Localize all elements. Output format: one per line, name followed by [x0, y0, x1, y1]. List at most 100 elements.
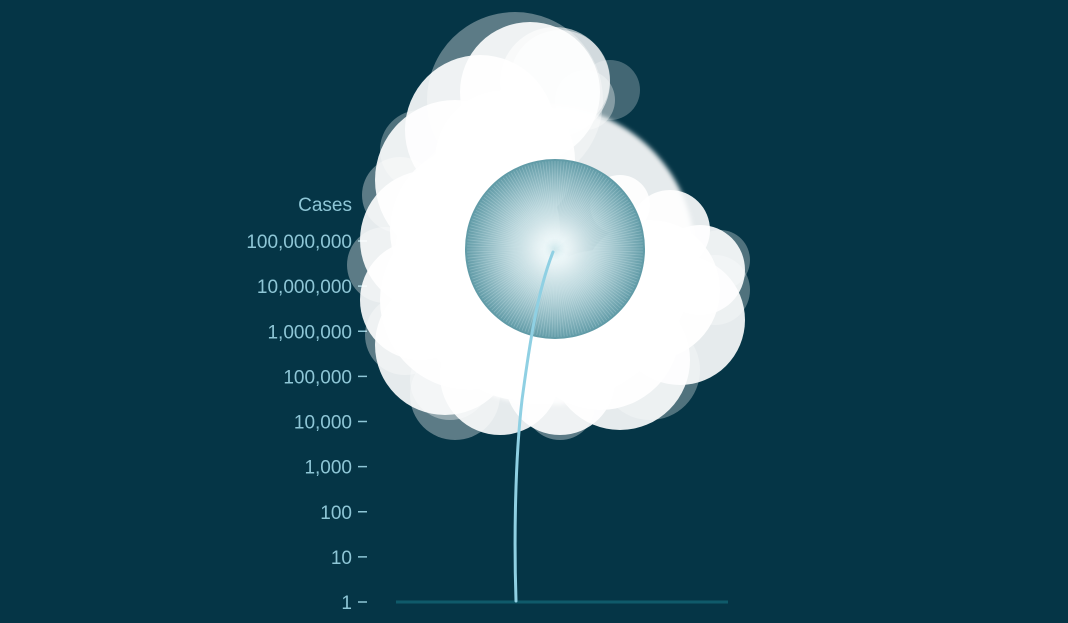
seed-ray [510, 172, 556, 250]
seed-ray [467, 248, 556, 259]
seed-ray [500, 248, 556, 319]
seed-ray [554, 165, 583, 250]
seed-ray [467, 242, 556, 250]
seed-ray [554, 192, 623, 250]
seed-ray [554, 248, 640, 274]
seed-ray [513, 171, 556, 250]
seed-ray [554, 248, 577, 335]
seed-ray [554, 175, 605, 250]
seed-ray [554, 248, 597, 327]
seed-ray [554, 164, 580, 250]
seed-ray [554, 172, 600, 250]
seed-ray [554, 248, 621, 309]
seed-ray [554, 248, 617, 313]
seed-ray [554, 207, 633, 250]
seed-head [465, 159, 645, 339]
seed-ray [554, 248, 629, 299]
seed-ray [493, 185, 556, 250]
seed-ray [545, 248, 556, 337]
seed-ray [473, 215, 556, 250]
seed-ray [495, 183, 556, 250]
seed-ray [554, 248, 641, 271]
seed-ray [521, 167, 556, 250]
seed-ray [551, 248, 556, 337]
seed-ray [554, 199, 629, 250]
seed-ray [554, 248, 594, 329]
seed-ray [554, 161, 568, 250]
seed-ray [491, 248, 556, 311]
seed-ray [554, 248, 612, 317]
seed-ray [554, 161, 559, 250]
seed-ray [554, 210, 635, 250]
seed-ray [554, 212, 636, 250]
seed-ray [554, 248, 605, 323]
seed-ray [554, 162, 571, 250]
seed-ray [545, 161, 556, 250]
y-tick-label: 100,000,000 [246, 232, 352, 253]
seed-ray [542, 248, 556, 337]
seed-ray [554, 204, 632, 250]
seed-ray [554, 248, 638, 280]
seed-ray [554, 248, 627, 302]
seed-ray [554, 245, 643, 250]
y-tick-label: 10,000 [294, 413, 352, 434]
seed-ray [468, 230, 556, 250]
seed-ray [502, 177, 556, 250]
seed-ray [477, 248, 556, 291]
seed-ray [554, 248, 600, 326]
seed-ray [554, 233, 642, 250]
seed-ray [478, 204, 556, 250]
seed-ray [554, 183, 615, 250]
seed-ray [468, 233, 556, 250]
seed-ray [554, 248, 633, 291]
seed-ray [527, 165, 556, 250]
y-tick-label: 10,000,000 [257, 277, 352, 298]
seed-ray [554, 163, 577, 250]
seed-ray [554, 174, 602, 250]
seed-ray [467, 248, 556, 262]
seed-ray [480, 202, 556, 250]
seed-ray [554, 224, 640, 250]
seed-ray [467, 239, 556, 250]
seed-ray [533, 248, 556, 335]
seed-ray [554, 171, 597, 250]
y-tick-label: 10 [331, 548, 352, 569]
seed-ray [554, 177, 608, 250]
seed-ray [539, 162, 556, 250]
seed-ray [481, 248, 556, 299]
seed-ray [554, 181, 612, 250]
seed-ray [554, 248, 568, 337]
seed-ray [554, 189, 621, 250]
seed-ray [554, 248, 610, 319]
bloom-blob [690, 230, 750, 290]
seed-ray [471, 221, 556, 250]
seed-ray [500, 179, 556, 250]
seed-ray [473, 248, 556, 283]
seed-ray [554, 248, 580, 334]
seed-ray [498, 248, 556, 317]
seed-ray [475, 210, 556, 250]
seed-ray [554, 248, 636, 286]
seed-ray [468, 248, 556, 265]
seed-ray [495, 248, 556, 315]
seed-ray [554, 168, 592, 250]
seed-ray [554, 230, 642, 250]
seed-ray [554, 248, 623, 306]
seed-ray [554, 248, 643, 253]
seed-ray [469, 227, 556, 250]
seed-ray [467, 248, 556, 256]
y-tick-label: 100 [320, 503, 352, 524]
seed-ray [554, 166, 586, 250]
seed-ray [554, 248, 562, 337]
seed-ray [554, 202, 630, 250]
seed-ray [554, 248, 632, 294]
y-axis-title: Cases [298, 195, 352, 216]
seed-ray [554, 242, 643, 250]
seed-ray [485, 194, 556, 250]
seed-ray [474, 212, 556, 250]
y-axis: Cases 1 10 100 1,000 10,000 100,000 1,000,000 1… [246, 195, 367, 614]
seed-ray [475, 248, 556, 288]
seed-ray [470, 248, 556, 274]
seed-ray [554, 196, 627, 250]
seed-ray [554, 215, 637, 250]
